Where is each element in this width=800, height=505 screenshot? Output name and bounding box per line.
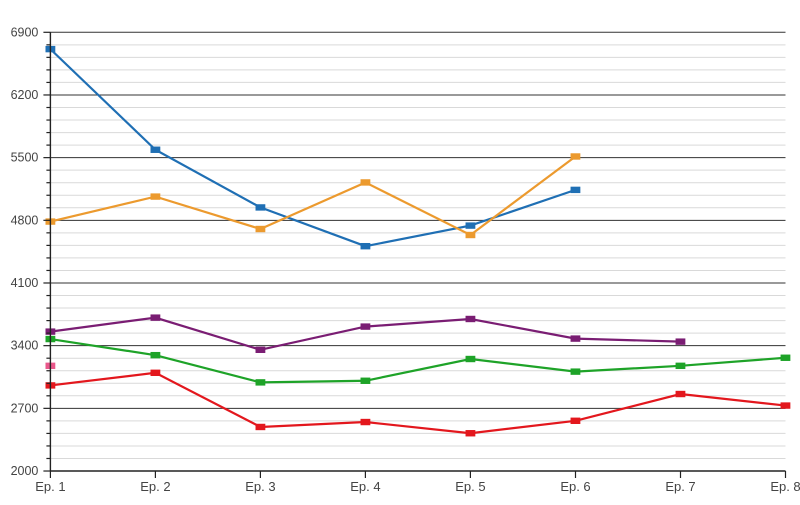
svg-text:2000: 2000 (11, 464, 39, 478)
svg-text:Ep. 3: Ep. 3 (245, 479, 275, 494)
svg-text:4800: 4800 (11, 213, 39, 227)
svg-text:Ep. 7: Ep. 7 (665, 479, 695, 494)
svg-text:4100: 4100 (11, 276, 39, 290)
svg-text:6900: 6900 (11, 25, 39, 39)
svg-text:Ep. 6: Ep. 6 (560, 479, 590, 494)
svg-text:Ep. 1: Ep. 1 (35, 479, 65, 494)
svg-text:Ep. 4: Ep. 4 (350, 479, 380, 494)
svg-text:Ep. 8: Ep. 8 (770, 479, 800, 494)
svg-text:3400: 3400 (11, 339, 39, 353)
svg-text:2700: 2700 (11, 401, 39, 415)
svg-text:5500: 5500 (11, 151, 39, 165)
svg-text:6200: 6200 (11, 88, 39, 102)
svg-text:Ep. 5: Ep. 5 (455, 479, 485, 494)
svg-text:Ep. 2: Ep. 2 (140, 479, 170, 494)
